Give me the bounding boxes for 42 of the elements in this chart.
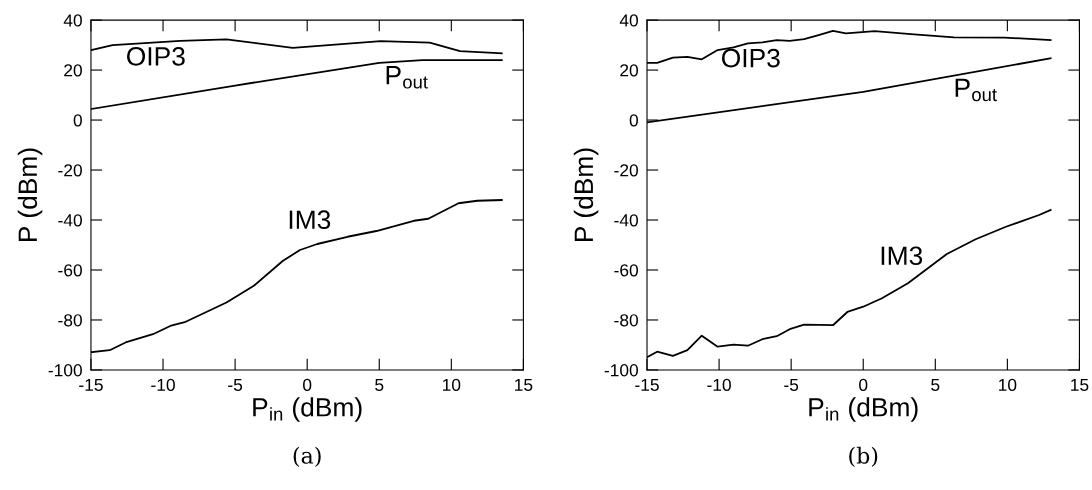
y-tick-label: 0 [629, 114, 638, 127]
y-tick-label: 0 [73, 114, 82, 127]
x-tick-label: -15 [635, 378, 659, 392]
y-tick-label: -40 [614, 214, 638, 227]
x-tick-label: 5 [931, 378, 940, 392]
y-tick-label: -60 [614, 264, 638, 277]
legend-label: OIP3 [127, 46, 185, 66]
y-tick-label: 20 [620, 64, 638, 77]
series-label: P$_{out}$ [955, 78, 997, 102]
y-tick-label: 40 [619, 14, 638, 27]
x-tick-label: 0 [303, 378, 312, 392]
text: (a) [293, 446, 321, 468]
series-label: P$_{out}$ [386, 66, 428, 89]
x-tick-label: 5 [375, 378, 384, 392]
y-axis-title: P (dBm) [573, 148, 599, 242]
x-axis-title: P$_{in}$ (dBm) [253, 397, 362, 422]
x-axis-title: P$_{in}$ (dBm) [809, 397, 918, 422]
x-tick-label: -10 [707, 378, 731, 392]
x-tick-label: 15 [515, 378, 533, 392]
y-tick-label: -80 [58, 314, 82, 327]
y-tick-label: 20 [64, 64, 82, 77]
x-tick-label: 0 [859, 378, 868, 392]
y-tick-label: -20 [58, 164, 82, 177]
y-axis-title: P (dBm) [17, 148, 43, 242]
x-tick-label: 15 [1071, 378, 1089, 392]
series-label: IM3 [881, 246, 923, 266]
x-tick-label: -10 [151, 378, 175, 392]
y-tick-label: -20 [614, 164, 638, 177]
x-tick-label: 10 [442, 378, 461, 392]
y-tick-label: 40 [63, 14, 82, 27]
y-tick-label: -100 [48, 364, 82, 377]
text: (b) [849, 446, 878, 468]
x-tick-label: -15 [79, 378, 103, 392]
legend-label: OIP3 [721, 48, 780, 68]
y-tick-label: -60 [58, 264, 82, 277]
y-tick-label: -40 [58, 214, 82, 227]
x-tick-label: -5 [228, 378, 243, 392]
series-label: IM3 [289, 210, 331, 230]
y-tick-label: -100 [604, 364, 638, 377]
y-tick-label: -80 [614, 314, 638, 327]
x-tick-label: 10 [999, 378, 1017, 392]
x-tick-label: -5 [784, 378, 799, 392]
